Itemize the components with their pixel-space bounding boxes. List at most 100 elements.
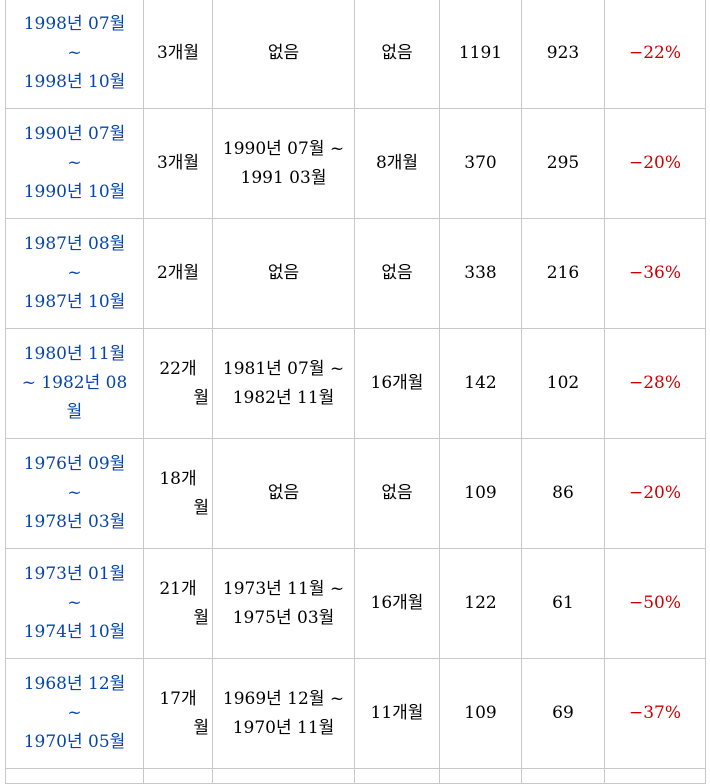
sub-period-cell: 없음	[212, 218, 355, 329]
period-link[interactable]: 1968년 12월 ~1970년 05월	[5, 658, 144, 769]
change-percent-cell: −37%	[604, 658, 706, 769]
cell-line: 월	[193, 607, 209, 628]
cell-line: 1974년 10월	[23, 622, 126, 642]
cell-line: 1973년 11월 ~	[222, 578, 345, 599]
start-value-cell: 142	[439, 328, 522, 439]
recession-table: 1998년 07월 ~1998년 10월 3개월 없음 없음 1191 923 −22% 199…	[5, 0, 706, 784]
end-value-cell: 86	[521, 438, 605, 549]
period-link[interactable]: 1990년 07월 ~1990년 10월	[5, 108, 144, 219]
sub-period-cell: 없음	[212, 0, 355, 109]
change-percent-cell: −20%	[604, 438, 706, 549]
cell-line: 1975년 03월	[232, 607, 335, 628]
cell-line: 1998년 10월	[23, 72, 126, 92]
end-value-cell: 69	[521, 658, 605, 769]
cell-line: 3개월	[156, 43, 200, 63]
start-value-cell: 109	[439, 658, 522, 769]
cell-line: 1990년 07월	[23, 124, 126, 144]
cell-line: 월	[66, 402, 83, 422]
sub-duration-cell: 없음	[354, 218, 440, 329]
sub-duration-cell: 없음	[354, 438, 440, 549]
cell-line: 1970년 11월	[232, 717, 335, 738]
period-link[interactable]: 1980년 11월 ~ 1982년 08 월	[5, 328, 144, 439]
cell-line: ~	[67, 153, 82, 173]
change-percent-cell: −28%	[604, 328, 706, 439]
change-percent-cell: −22%	[604, 0, 706, 109]
table-cell	[5, 768, 144, 784]
table-cell	[604, 768, 706, 784]
cell-line: ~	[67, 483, 82, 503]
cell-line: 1973년 01월	[23, 564, 126, 584]
sub-duration-cell: 16개월	[354, 548, 440, 659]
start-value-cell: 122	[439, 548, 522, 659]
table-body: 1998년 07월 ~1998년 10월 3개월 없음 없음 1191 923 −22% 199…	[5, 0, 706, 784]
period-link[interactable]: 1987년 08월 ~1987년 10월	[5, 218, 144, 329]
table-row: 1998년 07월 ~1998년 10월 3개월 없음 없음 1191 923 −22%	[5, 0, 706, 109]
sub-period-cell: 1990년 07월 ~ 1991 03월	[212, 108, 355, 219]
cell-line: 1968년 12월	[23, 674, 126, 694]
end-value-cell: 61	[521, 548, 605, 659]
table-cell	[521, 768, 605, 784]
cell-line: 3개월	[156, 153, 200, 173]
table-row: 1987년 08월 ~1987년 10월 2개월 없음 없음 338 216 −36%	[5, 218, 706, 329]
sub-period-cell: 1969년 12월 ~ 1970년 11월	[212, 658, 355, 769]
cell-line: 1990년 10월	[23, 182, 126, 202]
cell-line: 21개	[159, 578, 197, 599]
cell-line: 월	[193, 717, 209, 738]
cell-line: 1969년 12월 ~	[222, 688, 345, 709]
cell-line: 1980년 11월	[23, 344, 126, 364]
end-value-cell: 923	[521, 0, 605, 109]
cell-line: 1987년 10월	[23, 292, 126, 312]
sub-duration-cell: 11개월	[354, 658, 440, 769]
cell-line: 1976년 09월	[23, 454, 126, 474]
sub-duration-cell: 8개월	[354, 108, 440, 219]
sub-period-cell: 없음	[212, 438, 355, 549]
end-value-cell: 295	[521, 108, 605, 219]
cell-line: 17개	[159, 688, 197, 709]
start-value-cell: 338	[439, 218, 522, 329]
change-percent-cell: −50%	[604, 548, 706, 659]
table-row: 1980년 11월 ~ 1982년 08 월 22개 월 1981년 07월 ~1982년…	[5, 328, 706, 439]
period-link[interactable]: 1998년 07월 ~1998년 10월	[5, 0, 144, 109]
sub-period-cell: 1981년 07월 ~ 1982년 11월	[212, 328, 355, 439]
duration-cell: 3개월	[143, 108, 213, 219]
cell-line: 1978년 03월	[23, 512, 126, 532]
cell-line: 없음	[267, 263, 300, 283]
table-row: 1976년 09월 ~1978년 03월 18개 월 없음 없음 109 86 −20%	[5, 438, 706, 549]
period-link[interactable]: 1976년 09월 ~1978년 03월	[5, 438, 144, 549]
cell-line: 없음	[267, 483, 300, 503]
cell-line: 1998년 07월	[23, 14, 126, 34]
cell-line: 1982년 11월	[232, 387, 335, 408]
cell-line: 22개	[159, 358, 197, 379]
table-cell	[439, 768, 522, 784]
cell-line: 1991 03월	[240, 167, 327, 188]
table-cell	[212, 768, 355, 784]
change-percent-cell: −36%	[604, 218, 706, 329]
sub-duration-cell: 없음	[354, 0, 440, 109]
duration-cell: 2개월	[143, 218, 213, 329]
cell-line: 1990년 07월 ~	[222, 138, 345, 159]
duration-cell: 3개월	[143, 0, 213, 109]
cell-line: 1987년 08월	[23, 234, 126, 254]
table-cell	[354, 768, 440, 784]
change-percent-cell: −20%	[604, 108, 706, 219]
cell-line: 없음	[267, 43, 300, 63]
period-link[interactable]: 1973년 01월 ~1974년 10월	[5, 548, 144, 659]
cell-line: 월	[193, 387, 209, 408]
table-row: 1973년 01월 ~1974년 10월 21개 월 1973년 11월 ~ 1975년 …	[5, 548, 706, 659]
end-value-cell: 216	[521, 218, 605, 329]
sub-duration-cell: 16개월	[354, 328, 440, 439]
start-value-cell: 1191	[439, 0, 522, 109]
cell-line: 18개	[159, 468, 197, 489]
start-value-cell: 370	[439, 108, 522, 219]
cell-line: 1981년 07월 ~	[222, 358, 345, 379]
sub-period-cell: 1973년 11월 ~ 1975년 03월	[212, 548, 355, 659]
cell-line: 월	[193, 497, 209, 518]
start-value-cell: 109	[439, 438, 522, 549]
cell-line: 1970년 05월	[23, 732, 126, 752]
table-row: 1968년 12월 ~1970년 05월 17개 월 1969년 12월 ~ 1970년 …	[5, 658, 706, 769]
table-row: 1990년 07월 ~1990년 10월 3개월 1990년 07월 ~ 1991 03…	[5, 108, 706, 219]
